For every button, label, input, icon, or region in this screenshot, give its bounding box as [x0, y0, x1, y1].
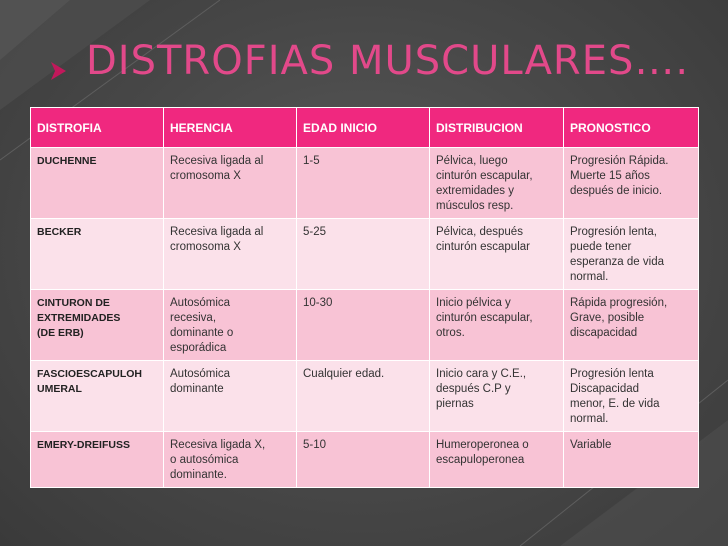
cell-text-line: Recesiva ligada al [170, 226, 264, 238]
cell-text-line: Cualquier edad. [303, 368, 385, 380]
cell-text-line: EXTREMIDADES [37, 312, 121, 324]
cell-text-line: Variable [570, 439, 612, 451]
cell-text-line: Muerte 15 años [570, 170, 650, 182]
cell-distribucion: Pélvica, luego cinturón escapular, extremi… [429, 147, 564, 219]
cell-text-line: cromosoma X [170, 241, 241, 253]
cell-text-line: músculos resp. [436, 200, 514, 212]
cell-text-line: cinturón escapular, [436, 312, 533, 324]
cell-herencia: Autosómica dominante [163, 360, 297, 432]
cell-text-line: cinturón escapular [436, 241, 530, 253]
cell-text-line: cinturón escapular, [436, 170, 533, 182]
cell-text-line: 10-30 [303, 297, 333, 309]
cell-text-line: después C.P y [436, 383, 511, 395]
cell-text-line: normal. [570, 413, 609, 425]
cell-distrofia: FASCIOESCAPULOH UMERAL [30, 360, 164, 432]
cell-edad: 5-10 [296, 431, 430, 488]
cell-text-line: o autosómica [170, 454, 239, 466]
cell-text-line: después de inicio. [570, 185, 663, 197]
cell-text-line: cromosoma X [170, 170, 241, 182]
header-edad-inicio: EDAD INICIO [296, 107, 430, 148]
cell-text-line: puede tener [570, 241, 632, 253]
table-row: EMERY-DREIFUSS Recesiva ligada X, o autosó… [30, 431, 699, 488]
cell-text-line: 1-5 [303, 155, 320, 167]
table-row: CINTURON DE EXTREMIDADES (DE ERB) Autosómic… [30, 289, 699, 361]
cell-text-line: FASCIOESCAPULOH [37, 368, 143, 380]
cell-distribucion: Humeroperonea o escapuloperonea [429, 431, 564, 488]
cell-text-line: Recesiva ligada al [170, 155, 264, 167]
cell-text-line: CINTURON DE [37, 297, 110, 309]
cell-text-line: esporádica [170, 342, 227, 354]
table-row: FASCIOESCAPULOH UMERAL Autosómica dominante… [30, 360, 699, 432]
cell-distribucion: Inicio pélvica y cinturón escapular, otros… [429, 289, 564, 361]
distrofias-table: DISTROFIA HERENCIA EDAD INICIO DISTRIBUC… [30, 107, 699, 488]
cell-herencia: Recesiva ligada X, o autosómica dominante. [163, 431, 297, 488]
cell-edad: Cualquier edad. [296, 360, 430, 432]
arrow-right-icon [51, 62, 66, 80]
cell-distrofia: DUCHENNE [30, 147, 164, 219]
cell-pronostico: Rápida progresión, Grave, posible discapac… [563, 289, 699, 361]
cell-pronostico: Progresión lenta, puede tener esperanza de… [563, 218, 699, 290]
cell-text-line: dominante [170, 383, 224, 395]
header-distribucion: DISTRIBUCION [429, 107, 564, 148]
cell-text-line: Autosómica [170, 297, 231, 309]
cell-herencia: Autosómica recesiva, dominante o esporádica [163, 289, 297, 361]
cell-text-line: Progresión lenta, [570, 226, 657, 238]
cell-text-line: Grave, posible [570, 312, 645, 324]
cell-distrofia: EMERY-DREIFUSS [30, 431, 164, 488]
cell-text-line: Autosómica [170, 368, 231, 380]
header-herencia: HERENCIA [163, 107, 297, 148]
cell-text-line: otros. [436, 327, 465, 339]
cell-text-line: menor, E. de vida [570, 398, 660, 410]
cell-pronostico: Progresión Rápida. Muerte 15 años después … [563, 147, 699, 219]
cell-text-line: 5-25 [303, 226, 327, 238]
cell-pronostico: Variable [563, 431, 699, 488]
table-row: BECKER Recesiva ligada al cromosoma X 5-25 P… [30, 218, 699, 290]
table-row: DUCHENNE Recesiva ligada al cromosoma X 1-5… [30, 147, 699, 219]
cell-edad: 1-5 [296, 147, 430, 219]
cell-text-line: dominante o [170, 327, 234, 339]
cell-edad: 5-25 [296, 218, 430, 290]
cell-text-line: Inicio cara y C.E., [436, 368, 527, 380]
cell-text-line: Recesiva ligada X, [170, 439, 266, 451]
cell-text-line: Pélvica, luego [436, 155, 508, 167]
cell-text-line: esperanza de vida [570, 256, 664, 268]
header-pronostico: PRONOSTICO [563, 107, 699, 148]
cell-text-line: discapacidad [570, 327, 638, 339]
cell-text-line: UMERAL [37, 383, 82, 395]
cell-text-line: Inicio pélvica y [436, 297, 511, 309]
table-header-row: DISTROFIA HERENCIA EDAD INICIO DISTRIBUC… [30, 107, 699, 148]
cell-text-line: Progresión lenta [570, 368, 654, 380]
slide-title: DISTROFIAS MUSCULARES…. [86, 38, 690, 84]
cell-text-line: (DE ERB) [37, 327, 84, 339]
cell-distrofia: BECKER [30, 218, 164, 290]
cell-text-line: recesiva, [170, 312, 217, 324]
cell-text-line: extremidades y [436, 185, 514, 197]
cell-text-line: Discapacidad [570, 383, 640, 395]
cell-text-line: Pélvica, después [436, 226, 523, 238]
cell-text-line: dominante. [170, 469, 227, 481]
cell-herencia: Recesiva ligada al cromosoma X [163, 218, 297, 290]
cell-text-line: Humeroperonea o [436, 439, 529, 451]
cell-text-line: piernas [436, 398, 474, 410]
cell-distribucion: Pélvica, después cinturón escapular [429, 218, 564, 290]
cell-text-line: escapuloperonea [436, 454, 525, 466]
cell-pronostico: Progresión lenta Discapacidad menor, E. de… [563, 360, 699, 432]
cell-text-line: DUCHENNE [37, 155, 97, 167]
header-distrofia: DISTROFIA [30, 107, 164, 148]
cell-text-line: Progresión Rápida. [570, 155, 669, 167]
cell-text-line: BECKER [37, 226, 82, 238]
cell-text-line: EMERY-DREIFUSS [37, 439, 130, 451]
cell-text-line: 5-10 [303, 439, 327, 451]
cell-distribucion: Inicio cara y C.E., después C.P y piernas [429, 360, 564, 432]
cell-text-line: normal. [570, 271, 609, 283]
cell-edad: 10-30 [296, 289, 430, 361]
cell-herencia: Recesiva ligada al cromosoma X [163, 147, 297, 219]
cell-distrofia: CINTURON DE EXTREMIDADES (DE ERB) [30, 289, 164, 361]
cell-text-line: Rápida progresión, [570, 297, 668, 309]
